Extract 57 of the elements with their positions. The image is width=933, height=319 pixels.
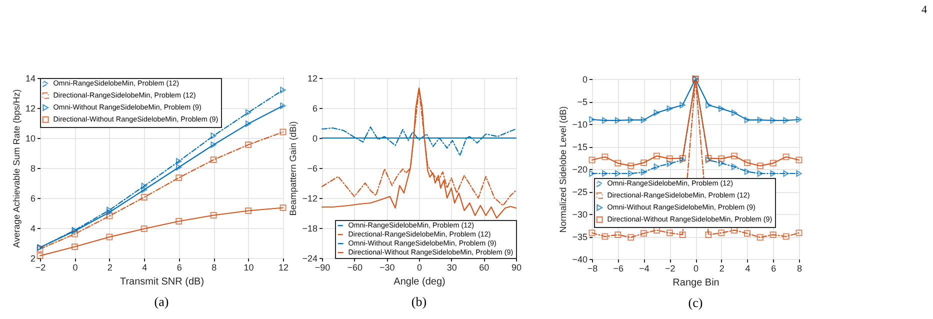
y-tick-label: −6 <box>307 164 318 174</box>
text: (c) <box>688 295 703 310</box>
x-tick-label: 2 <box>719 264 724 274</box>
y-tick-label: 4 <box>30 224 36 234</box>
x-tick-label: 0 <box>72 262 78 272</box>
text: (a) <box>154 294 169 309</box>
x-tick-label: −60 <box>347 262 362 272</box>
x-tick-label: 4 <box>142 262 148 272</box>
y-tick-label: −20 <box>572 164 588 174</box>
y-axis-title: Normalized Sidelobe Level (dB) <box>558 106 568 233</box>
y-tick-label: 8 <box>30 164 36 174</box>
y-tick-label: −12 <box>302 194 318 204</box>
x-axis-title: Range Bin <box>672 278 720 288</box>
x-tick-label: 0 <box>693 264 699 274</box>
y-tick-label: 6 <box>312 104 318 114</box>
x-tick-label: 8 <box>796 264 802 274</box>
text: 4 <box>922 4 927 16</box>
x-tick-label: 8 <box>212 262 217 272</box>
x-tick-label: −30 <box>380 262 395 272</box>
x-axis-title: Angle (deg) <box>394 276 446 288</box>
x-tick-label: −6 <box>613 264 624 274</box>
y-tick-label: −15 <box>572 142 588 152</box>
x-tick-label: 12 <box>278 262 289 272</box>
y-tick-label: 0 <box>312 134 318 144</box>
text: (b) <box>411 294 427 309</box>
y-tick-label: −5 <box>577 97 588 107</box>
y-tick-label: −25 <box>572 187 588 197</box>
y-tick-label: −40 <box>572 254 588 264</box>
y-axis-title: Average Achievable Sum Rate (bps/Hz) <box>11 89 22 248</box>
y-tick-label: −10 <box>572 120 588 130</box>
y-axis-title: Beampattern Gain (dBi) <box>288 121 298 216</box>
y-tick-label: −18 <box>302 224 318 234</box>
x-tick-label: 90 <box>511 262 522 272</box>
y-tick-label: 10 <box>25 134 36 144</box>
x-tick-label: −4 <box>639 264 650 274</box>
y-tick-label: −35 <box>572 232 588 242</box>
y-tick-label: 2 <box>30 254 36 264</box>
x-tick-label: −8 <box>587 264 598 274</box>
y-tick-label: 12 <box>307 74 318 84</box>
y-tick-label: 14 <box>25 74 36 84</box>
y-tick-label: −30 <box>572 210 588 220</box>
x-tick-label: −2 <box>35 262 46 272</box>
x-tick-label: 60 <box>479 262 490 272</box>
y-tick-label: 0 <box>582 74 588 84</box>
x-tick-label: 4 <box>745 264 750 274</box>
x-tick-label: −2 <box>664 264 676 274</box>
x-tick-label: 2 <box>107 262 112 272</box>
x-tick-label: 6 <box>771 264 776 274</box>
y-tick-label: 12 <box>25 104 36 114</box>
x-tick-label: 30 <box>446 262 457 272</box>
x-tick-label: 10 <box>244 262 254 272</box>
x-tick-label: 6 <box>176 262 182 272</box>
x-tick-label: −90 <box>314 262 330 272</box>
y-tick-label: −24 <box>302 254 318 264</box>
y-tick-label: 6 <box>30 194 36 204</box>
x-tick-label: 0 <box>416 262 422 272</box>
x-axis-title: Transmit SNR (dB) <box>120 276 204 288</box>
